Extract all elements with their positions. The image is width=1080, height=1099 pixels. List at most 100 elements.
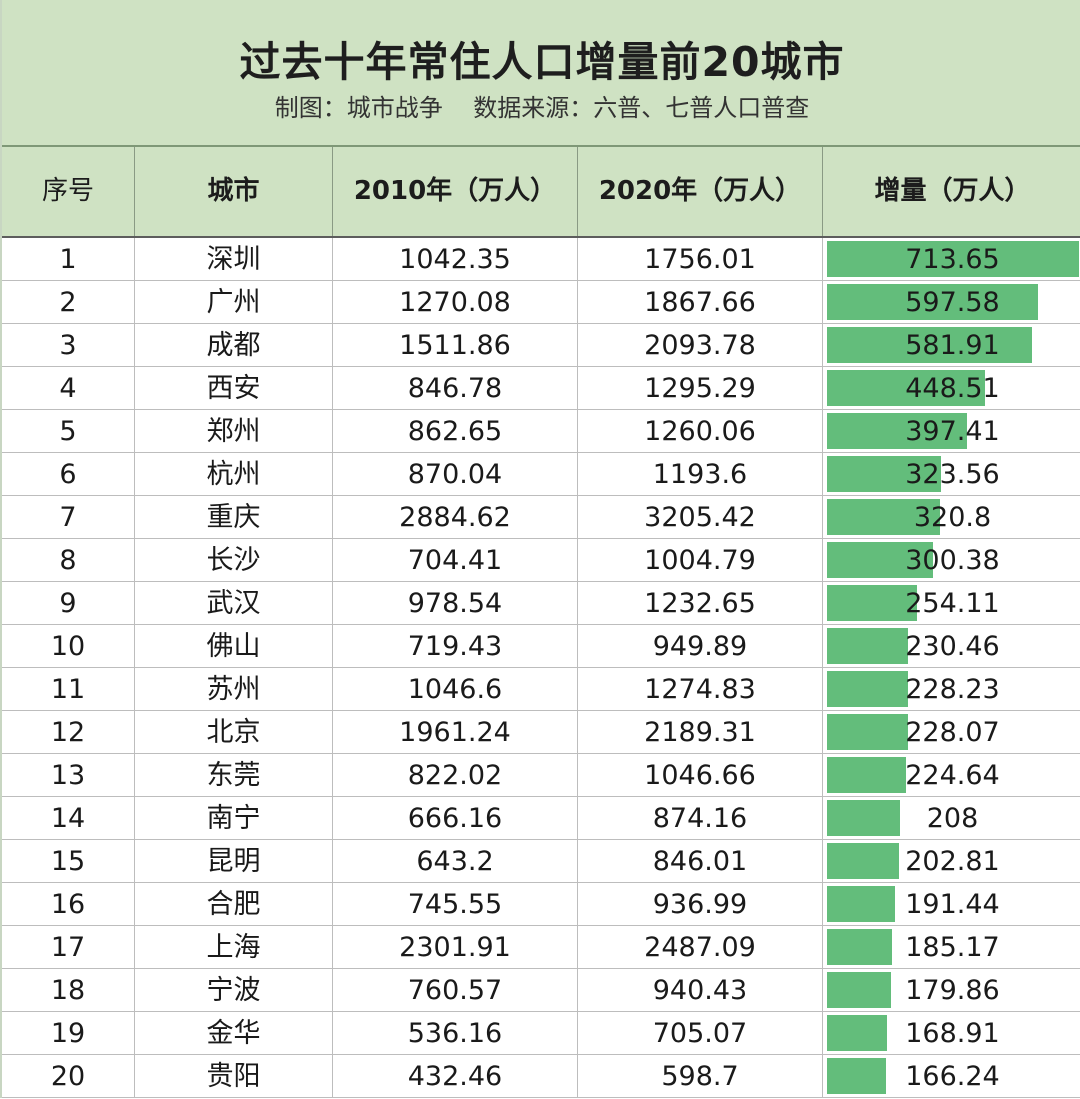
row-2010: 1046.6: [333, 668, 578, 710]
row-city: 合肥: [135, 883, 333, 925]
row-city: 昆明: [135, 840, 333, 882]
row-increase: 597.58: [905, 287, 1000, 318]
row-2010: 822.02: [333, 754, 578, 796]
row-city: 北京: [135, 711, 333, 753]
row-rank: 17: [2, 926, 135, 968]
row-rank: 18: [2, 969, 135, 1011]
table-row: 3 成都 1511.86 2093.78 581.91: [2, 324, 1080, 367]
row-rank: 6: [2, 453, 135, 495]
row-2020: 1295.29: [578, 367, 823, 409]
table-row: 17 上海 2301.91 2487.09 185.17: [2, 926, 1080, 969]
table-row: 10 佛山 719.43 949.89 230.46: [2, 625, 1080, 668]
row-2010: 1961.24: [333, 711, 578, 753]
row-rank: 12: [2, 711, 135, 753]
row-rank: 4: [2, 367, 135, 409]
row-increase: 179.86: [905, 975, 1000, 1006]
row-city: 武汉: [135, 582, 333, 624]
row-2020: 936.99: [578, 883, 823, 925]
table-row: 1 深圳 1042.35 1756.01 713.65: [2, 238, 1080, 281]
table-title: 过去十年常住人口增量前20城市: [239, 38, 845, 86]
row-increase: 202.81: [905, 846, 1000, 877]
row-2010: 870.04: [333, 453, 578, 495]
table-row: 5 郑州 862.65 1260.06 397.41: [2, 410, 1080, 453]
row-rank: 5: [2, 410, 135, 452]
row-city: 重庆: [135, 496, 333, 538]
increase-bar: [827, 241, 1079, 277]
row-increase: 166.24: [905, 1061, 1000, 1092]
row-increase: 168.91: [905, 1018, 1000, 1049]
row-2020: 1232.65: [578, 582, 823, 624]
header-2020: 2020年（万人）: [578, 147, 823, 236]
row-rank: 1: [2, 238, 135, 280]
table-row: 15 昆明 643.2 846.01 202.81: [2, 840, 1080, 883]
row-2020: 1193.6: [578, 453, 823, 495]
increase-bar: [827, 1058, 886, 1094]
row-city: 金华: [135, 1012, 333, 1054]
row-city: 上海: [135, 926, 333, 968]
increase-bar: [827, 413, 967, 449]
row-city: 郑州: [135, 410, 333, 452]
table-row: 19 金华 536.16 705.07 168.91: [2, 1012, 1080, 1055]
row-rank: 14: [2, 797, 135, 839]
row-2010: 643.2: [333, 840, 578, 882]
table-row: 20 贵阳 432.46 598.7 166.24: [2, 1055, 1080, 1098]
row-2020: 1046.66: [578, 754, 823, 796]
row-2020: 846.01: [578, 840, 823, 882]
table-row: 12 北京 1961.24 2189.31 228.07: [2, 711, 1080, 754]
row-2010: 862.65: [333, 410, 578, 452]
increase-bar: [827, 800, 900, 836]
increase-bar: [827, 585, 917, 621]
row-increase: 228.07: [905, 717, 1000, 748]
row-rank: 9: [2, 582, 135, 624]
row-2020: 1867.66: [578, 281, 823, 323]
row-2010: 704.41: [333, 539, 578, 581]
table-row: 11 苏州 1046.6 1274.83 228.23: [2, 668, 1080, 711]
increase-bar: [827, 284, 1038, 320]
header-city: 城市: [135, 147, 333, 236]
row-increase: 185.17: [905, 932, 1000, 963]
row-2010: 1511.86: [333, 324, 578, 366]
row-city: 南宁: [135, 797, 333, 839]
row-increase: 713.65: [905, 244, 1000, 275]
row-2020: 2189.31: [578, 711, 823, 753]
table-subtitle: 制图：城市战争 数据来源：六普、七普人口普查: [274, 94, 810, 122]
row-rank: 13: [2, 754, 135, 796]
increase-bar: [827, 499, 940, 535]
row-city: 成都: [135, 324, 333, 366]
table-row: 18 宁波 760.57 940.43 179.86: [2, 969, 1080, 1012]
row-2020: 949.89: [578, 625, 823, 667]
row-2020: 2487.09: [578, 926, 823, 968]
table-row: 9 武汉 978.54 1232.65 254.11: [2, 582, 1080, 625]
row-city: 贵阳: [135, 1055, 333, 1097]
row-city: 深圳: [135, 238, 333, 280]
row-2010: 432.46: [333, 1055, 578, 1097]
row-2010: 666.16: [333, 797, 578, 839]
increase-bar: [827, 714, 908, 750]
row-2020: 2093.78: [578, 324, 823, 366]
row-increase: 254.11: [905, 588, 1000, 619]
row-increase: 230.46: [905, 631, 1000, 662]
row-city: 杭州: [135, 453, 333, 495]
row-increase: 208: [926, 803, 979, 834]
increase-bar: [827, 972, 891, 1008]
increase-bar: [827, 628, 908, 664]
row-increase: 323.56: [905, 459, 1000, 490]
row-increase: 397.41: [905, 416, 1000, 447]
row-2020: 598.7: [578, 1055, 823, 1097]
row-2010: 2301.91: [333, 926, 578, 968]
row-rank: 11: [2, 668, 135, 710]
table-row: 8 长沙 704.41 1004.79 300.38: [2, 539, 1080, 582]
table-row: 6 杭州 870.04 1193.6 323.56: [2, 453, 1080, 496]
row-city: 佛山: [135, 625, 333, 667]
row-2010: 1270.08: [333, 281, 578, 323]
row-increase: 581.91: [905, 330, 1000, 361]
row-rank: 2: [2, 281, 135, 323]
row-city: 东莞: [135, 754, 333, 796]
row-2010: 1042.35: [333, 238, 578, 280]
increase-bar: [827, 456, 941, 492]
row-2020: 705.07: [578, 1012, 823, 1054]
row-rank: 3: [2, 324, 135, 366]
row-city: 宁波: [135, 969, 333, 1011]
row-increase: 320.8: [913, 502, 992, 533]
row-2010: 978.54: [333, 582, 578, 624]
